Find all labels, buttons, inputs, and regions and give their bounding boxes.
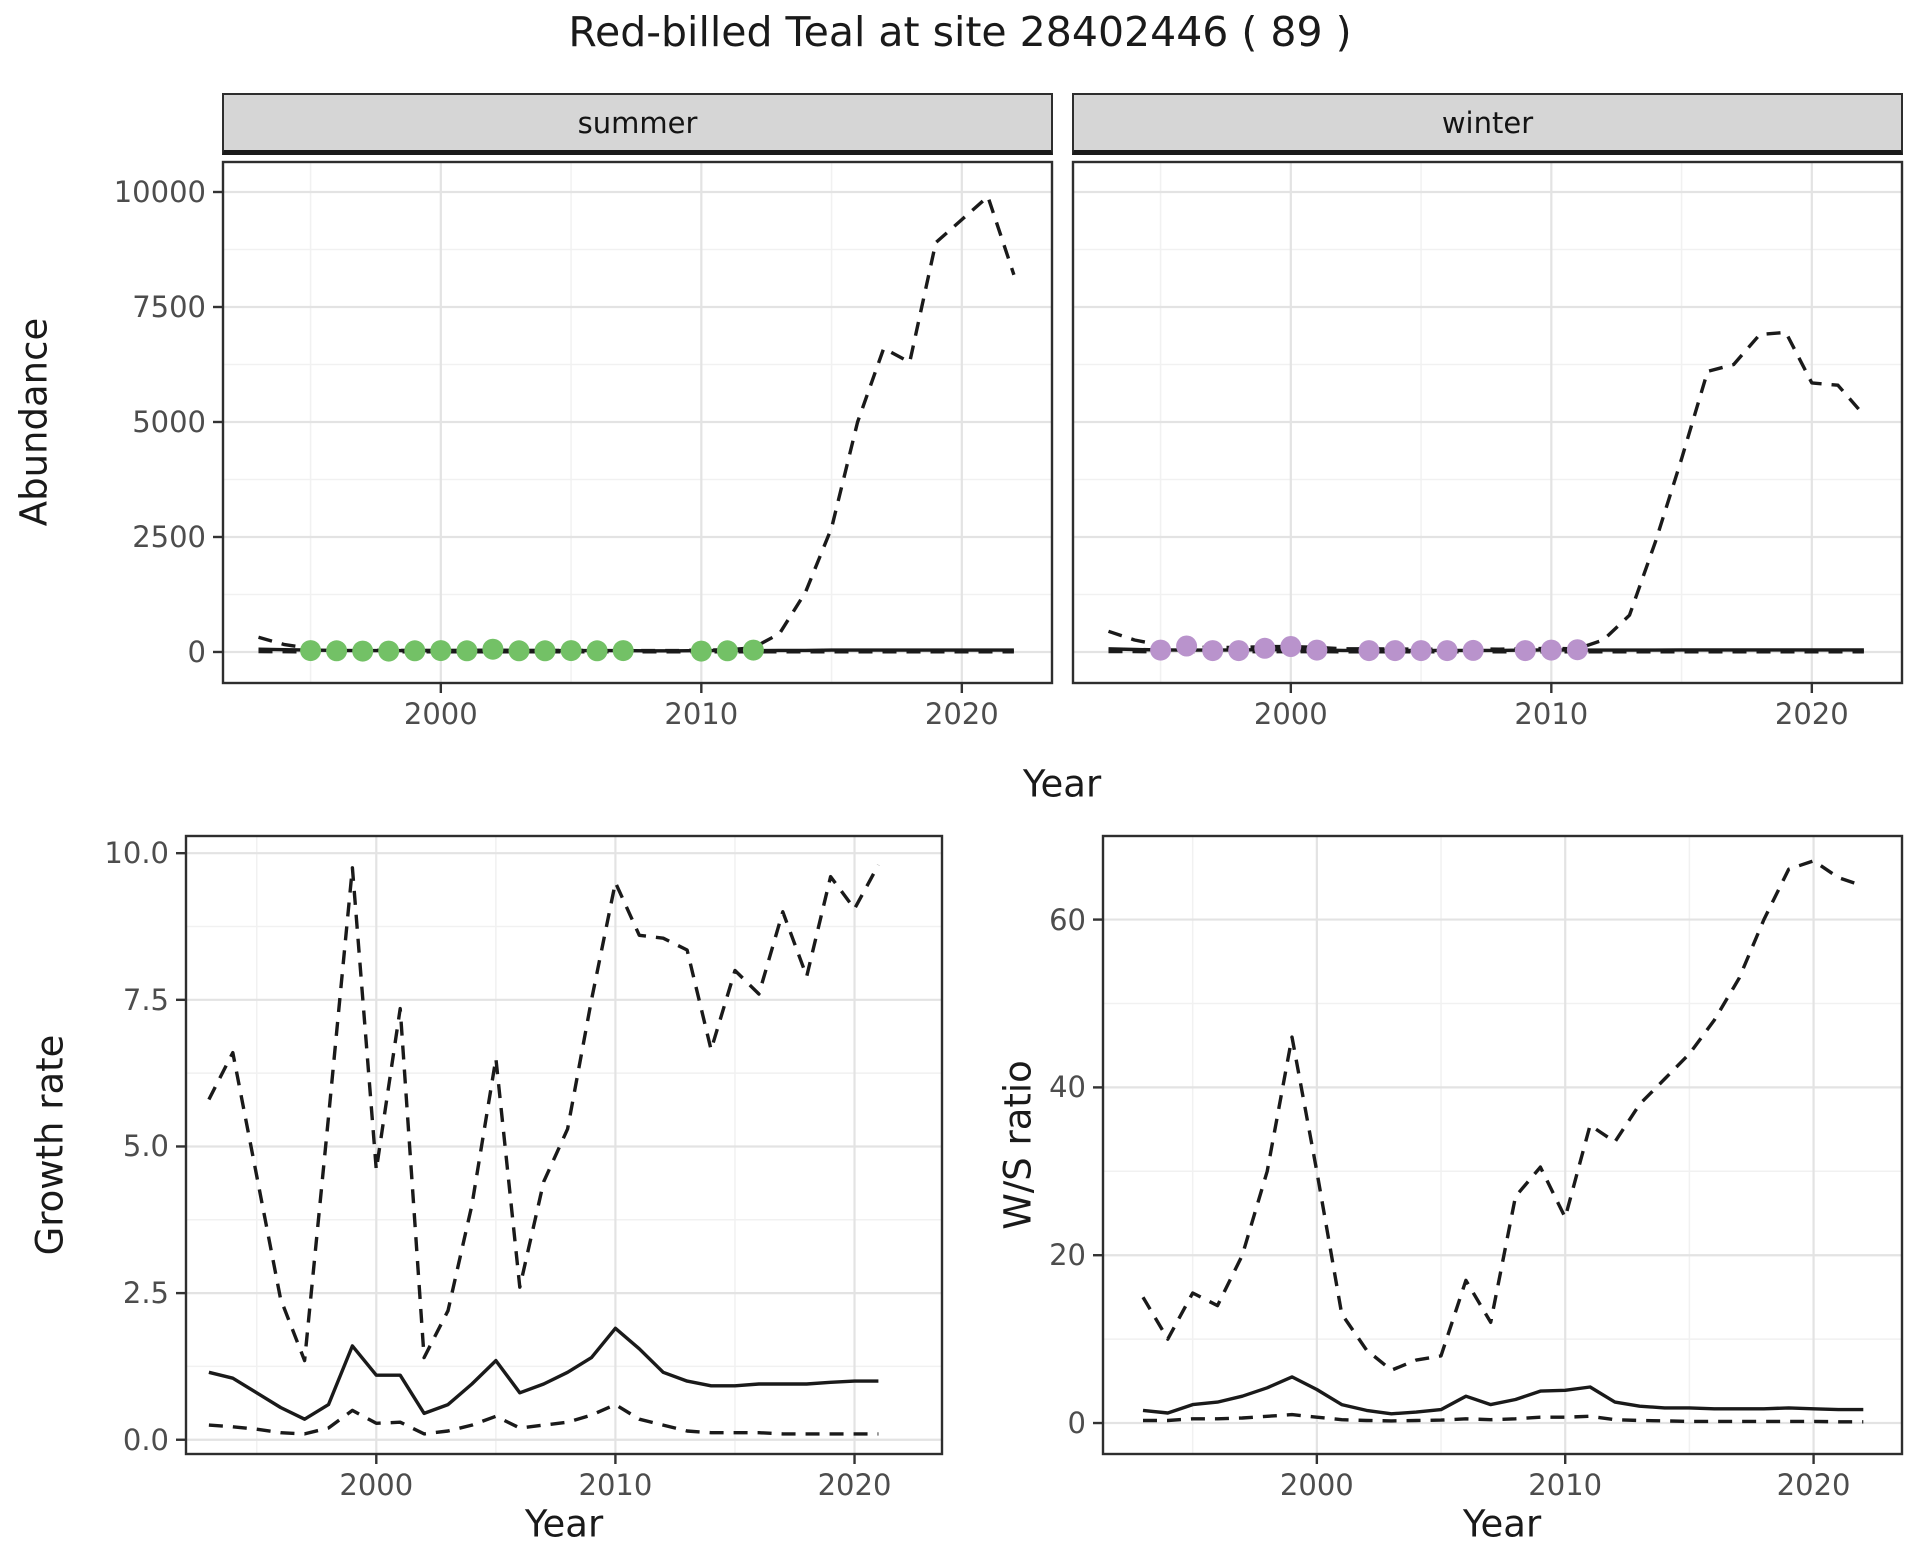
x-tick-label: 2000 [1279, 1468, 1354, 1502]
y-axis-title-growth-rate: Growth rate [28, 1034, 72, 1256]
observed-point [300, 640, 322, 662]
x-tick-label: 2010 [664, 697, 739, 731]
observed-point [716, 640, 738, 662]
observed-point [456, 640, 478, 662]
observed-point [508, 640, 530, 662]
observed-point [1514, 640, 1536, 662]
x-tick-label: 2010 [1514, 697, 1589, 731]
x-tick-label: 2020 [924, 697, 999, 731]
panel-border [1071, 160, 1904, 685]
y-axis-title-abundance: Abundance [12, 317, 56, 527]
observed-point [1202, 640, 1224, 662]
series-estimate [1142, 1375, 1864, 1416]
panel-border [221, 160, 1054, 685]
y-tick-label: 20 [1049, 1238, 1086, 1273]
y-tick-label: 60 [1049, 902, 1086, 937]
x-axis-title-year-growth: Year [524, 1502, 604, 1546]
observed-point [534, 640, 556, 662]
observed-point [378, 640, 400, 662]
x-tick-label: 2000 [403, 697, 478, 731]
panel-abundance-summer [213, 160, 1054, 693]
observed-point [1228, 640, 1250, 662]
y-tick-label: 2500 [132, 519, 206, 554]
panel-background [185, 835, 943, 1455]
series-upper_ci [207, 864, 880, 1363]
observed-point [742, 639, 764, 661]
observed-point [1540, 639, 1562, 661]
panel-border [1101, 834, 1904, 1456]
observed-point [690, 640, 712, 662]
observed-point [1436, 640, 1458, 662]
x-tick-label: 2020 [817, 1468, 892, 1502]
series-lower_ci [1143, 1412, 1864, 1424]
facet-strip-summer-label: summer [577, 105, 698, 140]
panel-border [184, 834, 944, 1456]
x-tick-label: 2010 [578, 1468, 653, 1502]
observed-point [612, 640, 634, 662]
panel-background [1102, 835, 1903, 1455]
observed-point [586, 640, 608, 662]
x-tick-label: 2010 [1528, 1468, 1603, 1502]
y-tick-label: 5000 [132, 404, 206, 439]
series-upper_ci [1141, 859, 1864, 1372]
y-tick-label: 0.0 [122, 1422, 169, 1457]
observed-point [1176, 635, 1198, 657]
x-axis-title-year-top: Year [1022, 762, 1102, 806]
observed-point [1566, 639, 1588, 661]
observed-point [326, 640, 348, 662]
observed-point [404, 640, 426, 662]
chart-title: Red-billed Teal at site 28402446 ( 89 ) [568, 8, 1352, 56]
x-axis-title-year-ws: Year [1462, 1502, 1542, 1546]
observed-point [430, 640, 452, 662]
observed-point [1384, 640, 1406, 662]
panel-abundance-winter [1071, 160, 1904, 693]
observed-point [1306, 639, 1328, 661]
observed-point [1254, 637, 1276, 659]
y-axis-title-ws-ratio: W/S ratio [996, 1060, 1040, 1230]
x-tick-label: 2000 [1253, 697, 1328, 731]
observed-point [1280, 636, 1302, 657]
panel-growth [176, 834, 944, 1464]
observed-point [1410, 640, 1432, 662]
panel-ws [1093, 834, 1904, 1464]
y-tick-label: 7.5 [122, 982, 169, 1017]
facet-strip-summer: summer [222, 93, 1053, 155]
x-tick-label: 2020 [1774, 697, 1849, 731]
y-tick-label: 5.0 [122, 1129, 169, 1164]
y-tick-label: 7500 [132, 289, 206, 324]
y-tick-label: 10.0 [104, 836, 169, 871]
facet-strip-winter: winter [1072, 93, 1903, 155]
observed-point [482, 638, 504, 660]
observed-point [352, 640, 374, 662]
y-tick-label: 0 [1067, 1406, 1086, 1441]
facet-strip-winter-label: winter [1441, 105, 1534, 140]
y-tick-label: 2.5 [122, 1276, 169, 1311]
series-lower_ci [208, 1402, 879, 1436]
observed-point [1358, 640, 1380, 662]
observed-point [560, 640, 582, 662]
observed-point [1150, 639, 1172, 661]
observed-point [1462, 639, 1484, 661]
series-estimate [208, 1326, 879, 1421]
y-tick-label: 0 [187, 634, 206, 669]
y-tick-label: 40 [1049, 1070, 1086, 1105]
x-tick-label: 2020 [1776, 1468, 1851, 1502]
y-tick-label: 10000 [113, 175, 206, 209]
x-tick-label: 2000 [339, 1468, 414, 1502]
